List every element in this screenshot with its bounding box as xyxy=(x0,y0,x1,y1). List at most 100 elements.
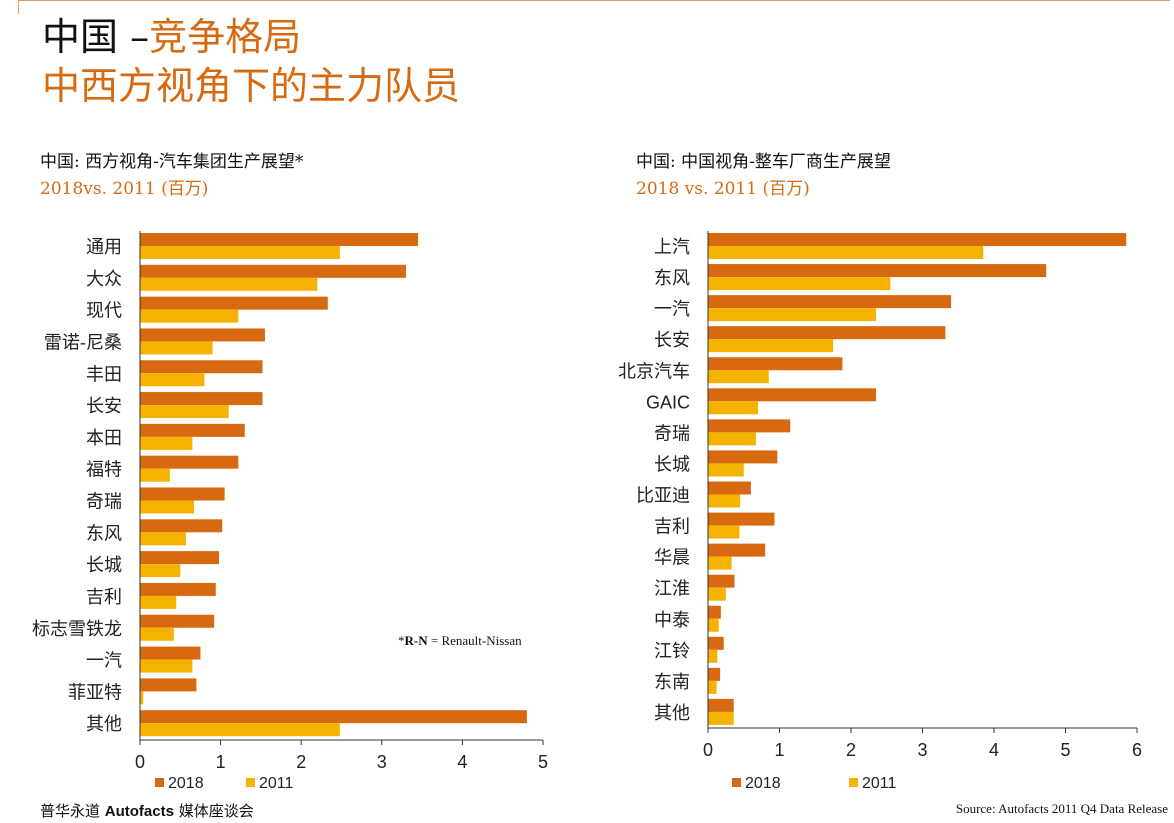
bar-2011-7 xyxy=(140,468,170,482)
bar-2018-7 xyxy=(140,455,239,469)
legend-label-2011: 2011 xyxy=(862,775,897,792)
category-label-13: 江铃 xyxy=(654,641,690,662)
category-label-11: 江淮 xyxy=(654,579,690,600)
bar-2011-0 xyxy=(708,246,984,259)
bar-2018-5 xyxy=(708,388,877,402)
bar-2018-6 xyxy=(140,423,245,437)
x-tick-label-0: 0 xyxy=(135,752,145,772)
category-label-11: 吉利 xyxy=(86,587,122,608)
bar-2011-10 xyxy=(708,556,732,570)
x-tick-label-4: 4 xyxy=(989,740,999,760)
bar-2018-12 xyxy=(708,605,721,619)
category-label-0: 通用 xyxy=(86,237,122,258)
note-expansion: = Renault-Nissan xyxy=(427,633,522,648)
category-label-7: 长城 xyxy=(654,454,690,475)
x-tick-label-6: 6 xyxy=(1132,740,1142,760)
category-label-7: 福特 xyxy=(86,460,122,481)
x-tick-label-1: 1 xyxy=(774,740,784,760)
page-title-prefix: 中国 – xyxy=(42,15,150,59)
category-label-9: 吉利 xyxy=(654,517,690,538)
x-tick-label-1: 1 xyxy=(216,752,226,772)
bar-2011-3 xyxy=(708,339,834,353)
bar-2018-6 xyxy=(708,419,791,433)
x-tick-label-2: 2 xyxy=(296,752,306,772)
bar-2018-11 xyxy=(140,582,216,596)
bar-2018-4 xyxy=(708,357,843,371)
bar-2011-15 xyxy=(140,723,340,737)
bar-2011-3 xyxy=(140,341,213,355)
footer-brand: Autofacts xyxy=(104,803,174,820)
legend-label-2018: 2018 xyxy=(168,775,204,792)
category-label-5: 长安 xyxy=(86,396,122,417)
bar-2011-11 xyxy=(708,587,726,601)
bar-2011-4 xyxy=(708,370,769,384)
bar-2011-12 xyxy=(140,627,174,641)
left-chart-title: 中国: 西方视角-汽车集团生产展望* xyxy=(40,152,304,172)
bar-2018-14 xyxy=(708,667,721,681)
bar-2011-1 xyxy=(708,277,891,291)
bar-2018-12 xyxy=(140,614,215,628)
bar-2011-14 xyxy=(140,691,144,705)
bar-2011-13 xyxy=(140,659,193,673)
bar-2018-1 xyxy=(140,264,406,278)
bar-2011-2 xyxy=(708,308,877,322)
x-tick-label-4: 4 xyxy=(457,752,467,772)
x-tick-label-3: 3 xyxy=(377,752,387,772)
bar-2018-13 xyxy=(708,636,724,650)
bar-2011-10 xyxy=(140,564,181,578)
category-label-9: 东风 xyxy=(86,523,122,544)
bar-2011-5 xyxy=(708,401,759,415)
bar-2018-5 xyxy=(140,392,263,406)
category-label-5: GAIC xyxy=(646,392,690,412)
legend-label-2018: 2018 xyxy=(745,775,781,792)
bar-2018-2 xyxy=(140,296,328,310)
right-chart-subtitle: 2018 vs. 2011 (百万) xyxy=(636,179,810,199)
bar-2018-10 xyxy=(140,551,219,565)
category-label-10: 长城 xyxy=(86,555,122,576)
left-chart-subtitle: 2018vs. 2011 (百万) xyxy=(40,179,209,199)
x-tick-label-5: 5 xyxy=(1060,740,1070,760)
bar-2011-6 xyxy=(708,432,756,446)
category-label-6: 奇瑞 xyxy=(654,423,690,444)
bar-2011-6 xyxy=(140,436,193,450)
category-label-15: 其他 xyxy=(86,714,122,735)
category-label-10: 华晨 xyxy=(654,548,690,569)
bar-2018-0 xyxy=(140,233,419,246)
top-rule-tick xyxy=(18,0,19,14)
bar-2018-13 xyxy=(140,646,201,660)
category-label-3: 雷诺-尼桑 xyxy=(44,332,122,353)
bar-2011-8 xyxy=(140,500,195,514)
bar-2011-12 xyxy=(708,618,719,632)
category-label-2: 现代 xyxy=(86,301,122,322)
bar-2018-8 xyxy=(708,481,751,495)
legend-swatch-2011 xyxy=(849,778,858,787)
bar-2018-10 xyxy=(708,543,766,557)
renault-nissan-note: *R-N = Renault-Nissan xyxy=(398,633,522,649)
category-label-4: 丰田 xyxy=(86,364,122,385)
bar-2011-11 xyxy=(140,595,177,609)
bar-2018-15 xyxy=(708,698,734,712)
note-marker: * xyxy=(398,633,405,648)
page-subtitle: 中西方视角下的主力队员 xyxy=(42,64,461,108)
page-title-accent: 竞争格局 xyxy=(149,15,302,59)
bar-2011-5 xyxy=(140,405,229,419)
bar-2011-7 xyxy=(708,463,744,477)
category-label-3: 长安 xyxy=(654,330,690,351)
category-label-8: 比亚迪 xyxy=(636,486,690,507)
x-tick-label-2: 2 xyxy=(846,740,856,760)
right-chart-title: 中国: 中国视角-整车厂商生产展望 xyxy=(636,152,891,172)
category-label-14: 东南 xyxy=(654,672,690,693)
bar-2018-0 xyxy=(708,233,1127,246)
bar-2018-15 xyxy=(140,710,527,724)
bar-2011-1 xyxy=(140,277,318,291)
bar-2011-9 xyxy=(140,532,186,546)
bar-2018-14 xyxy=(140,678,197,692)
bar-2011-9 xyxy=(708,525,740,539)
bar-2018-9 xyxy=(708,512,775,526)
legend-swatch-2018 xyxy=(732,778,741,787)
category-label-2: 一汽 xyxy=(654,299,690,320)
bar-2011-15 xyxy=(708,711,734,725)
category-label-13: 一汽 xyxy=(86,651,122,672)
